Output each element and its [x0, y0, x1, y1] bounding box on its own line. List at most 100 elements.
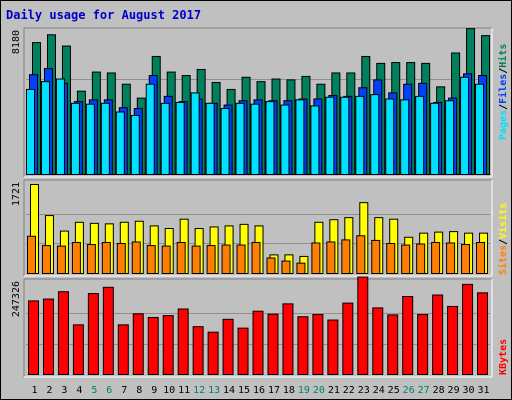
- legend-pages: Pages: [498, 110, 509, 140]
- bar-kbytes-4: [72, 324, 84, 375]
- bar-pages-15: [235, 102, 245, 175]
- legend-files: Files: [497, 74, 509, 104]
- bar-sites-19: [296, 262, 306, 274]
- bar-sites-22: [341, 239, 351, 274]
- bar-kbytes-14: [222, 318, 234, 376]
- bar-pages-2: [40, 81, 50, 175]
- bar-sites-14: [221, 244, 231, 275]
- bar-sites-5: [86, 244, 96, 275]
- bar-sites-27: [416, 243, 426, 274]
- legend-sep: /: [498, 239, 509, 245]
- x-tick-label-9: 9: [151, 385, 157, 396]
- panel-middle: 1721: [11, 179, 493, 277]
- x-tick-label-18: 18: [283, 385, 295, 396]
- x-tick-label-2: 2: [46, 385, 52, 396]
- bar-kbytes-24: [372, 307, 384, 375]
- x-tick-label-4: 4: [76, 385, 82, 396]
- bar-sites-24: [371, 239, 381, 275]
- bar-sites-17: [266, 257, 276, 275]
- bar-sites-26: [401, 244, 411, 275]
- bar-pages-27: [415, 95, 425, 175]
- x-tick-label-25: 25: [388, 385, 400, 396]
- x-tick-label-14: 14: [223, 385, 235, 396]
- bar-pages-6: [100, 102, 110, 175]
- bar-sites-6: [101, 241, 111, 274]
- bar-sites-3: [56, 245, 66, 275]
- bar-pages-5: [85, 103, 95, 175]
- x-tick-label-5: 5: [91, 385, 97, 396]
- x-tick-label-8: 8: [136, 385, 142, 396]
- bar-kbytes-12: [192, 326, 204, 376]
- bar-pages-7: [115, 111, 125, 175]
- x-tick-label-1: 1: [31, 385, 37, 396]
- x-tick-label-12: 12: [193, 385, 205, 396]
- bar-sites-8: [131, 241, 141, 275]
- x-tick-label-31: 31: [477, 385, 489, 396]
- bar-sites-4: [71, 241, 81, 274]
- bar-sites-7: [116, 243, 126, 275]
- x-tick-label-7: 7: [121, 385, 127, 396]
- bar-kbytes-6: [102, 286, 114, 376]
- legend-sites: Sites: [497, 245, 509, 275]
- bar-kbytes-17: [267, 313, 279, 376]
- x-tick-label-6: 6: [106, 385, 112, 396]
- bar-pages-9: [145, 83, 155, 175]
- bar-kbytes-29: [447, 305, 459, 375]
- x-tick-label-19: 19: [298, 385, 310, 396]
- ymax-label-middle: 1721: [11, 182, 22, 206]
- bar-sites-13: [206, 245, 216, 274]
- bar-sites-12: [191, 245, 201, 275]
- legend-kbytes: KBytes: [498, 339, 509, 375]
- bar-kbytes-11: [177, 308, 189, 376]
- bar-pages-4: [70, 102, 80, 175]
- bar-sites-11: [176, 241, 186, 274]
- bar-pages-19: [295, 99, 305, 175]
- bar-kbytes-27: [417, 314, 429, 375]
- x-tick-label-15: 15: [238, 385, 250, 396]
- legend-bottom: KBytes: [498, 339, 509, 375]
- legend-sep: /: [498, 104, 509, 110]
- ymax-label-bottom: 247326: [11, 281, 22, 317]
- bar-kbytes-8: [132, 313, 144, 375]
- bar-pages-22: [340, 96, 350, 175]
- legend-visits: Visits: [497, 203, 509, 239]
- bar-sites-16: [251, 241, 261, 274]
- bar-kbytes-23: [357, 276, 369, 375]
- x-tick-label-17: 17: [268, 385, 280, 396]
- bar-pages-21: [325, 96, 335, 175]
- bar-kbytes-30: [462, 283, 474, 375]
- legend-hits: Hits: [497, 44, 509, 68]
- bar-pages-17: [265, 101, 275, 175]
- bar-pages-1: [26, 88, 35, 175]
- bar-pages-18: [280, 104, 290, 175]
- bar-kbytes-1: [28, 300, 39, 375]
- bar-sites-23: [356, 235, 366, 274]
- bar-kbytes-19: [297, 316, 309, 375]
- bar-sites-29: [446, 242, 456, 274]
- bar-pages-11: [175, 101, 185, 175]
- bar-pages-8: [130, 114, 140, 175]
- bar-pages-29: [445, 100, 455, 175]
- bar-kbytes-26: [402, 295, 414, 375]
- bar-sites-21: [326, 241, 336, 275]
- bar-sites-2: [41, 245, 51, 274]
- x-tick-label-30: 30: [463, 385, 475, 396]
- panel-bottom: 247326: [11, 276, 493, 378]
- x-tick-label-27: 27: [418, 385, 430, 396]
- bar-sites-25: [386, 243, 396, 275]
- x-tick-label-21: 21: [328, 385, 340, 396]
- bar-kbytes-7: [117, 324, 129, 375]
- bar-sites-30: [461, 244, 471, 275]
- bar-kbytes-3: [57, 291, 69, 376]
- bar-kbytes-25: [387, 314, 399, 376]
- bar-pages-23: [355, 95, 365, 175]
- bar-kbytes-18: [282, 303, 294, 375]
- bar-kbytes-16: [252, 310, 264, 376]
- legend-top: Pages/Files/Hits: [497, 44, 509, 140]
- x-tick-label-23: 23: [358, 385, 370, 396]
- x-tick-label-11: 11: [178, 385, 190, 396]
- bar-kbytes-9: [147, 316, 159, 375]
- bar-kbytes-10: [162, 315, 174, 376]
- bar-pages-24: [370, 94, 380, 175]
